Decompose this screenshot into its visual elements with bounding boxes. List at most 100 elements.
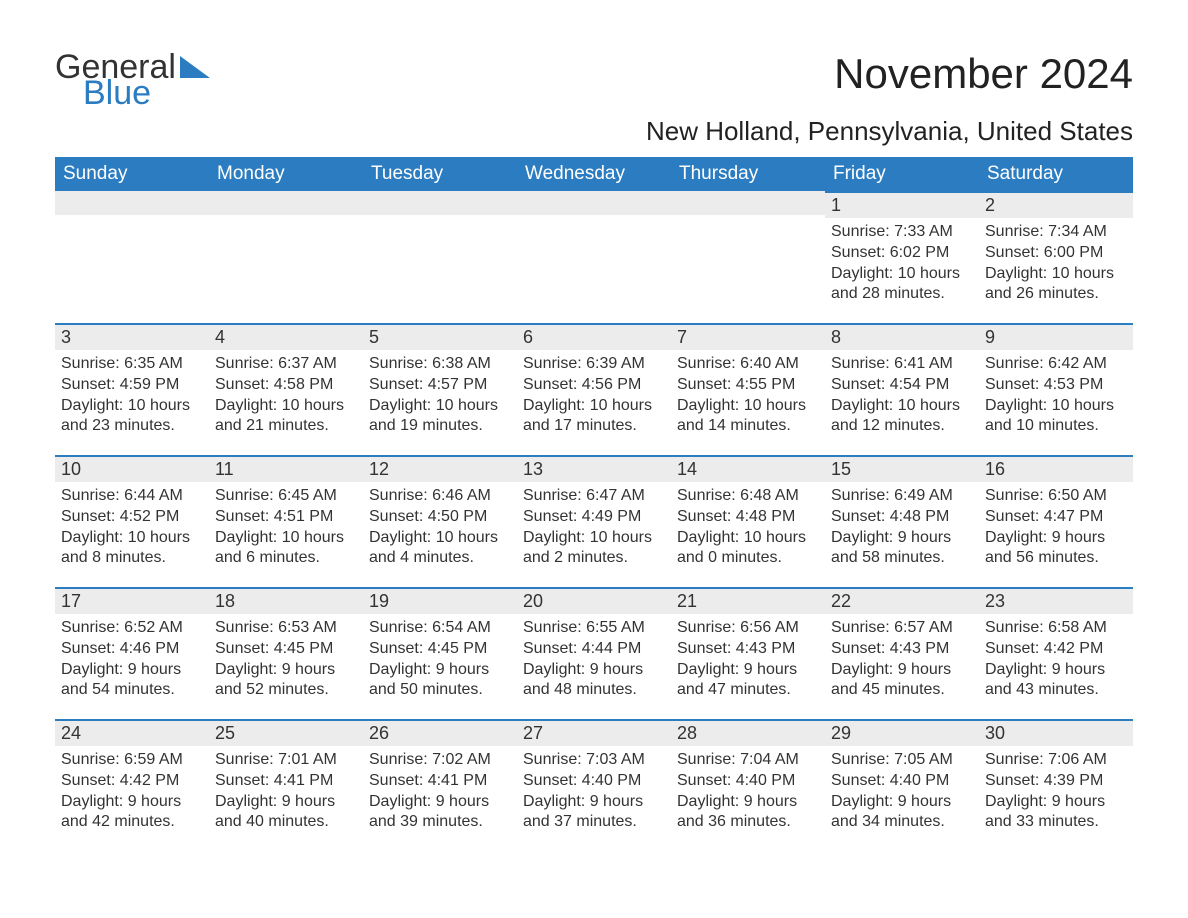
calendar-cell: 19Sunrise: 6:54 AMSunset: 4:45 PMDayligh… — [363, 587, 517, 719]
day-number: 26 — [363, 719, 517, 746]
daylight2-text: and 10 minutes. — [985, 416, 1127, 437]
day-content: Sunrise: 6:56 AMSunset: 4:43 PMDaylight:… — [671, 614, 825, 705]
sunrise-text: Sunrise: 6:55 AM — [523, 618, 665, 639]
sunrise-text: Sunrise: 7:01 AM — [215, 750, 357, 771]
day-cell: 26Sunrise: 7:02 AMSunset: 4:41 PMDayligh… — [363, 719, 517, 851]
sunset-text: Sunset: 4:56 PM — [523, 375, 665, 396]
day-content: Sunrise: 6:53 AMSunset: 4:45 PMDaylight:… — [209, 614, 363, 705]
daylight2-text: and 23 minutes. — [61, 416, 203, 437]
sunrise-text: Sunrise: 7:02 AM — [369, 750, 511, 771]
daylight1-text: Daylight: 10 hours — [523, 396, 665, 417]
daylight2-text: and 17 minutes. — [523, 416, 665, 437]
day-number: 9 — [979, 323, 1133, 350]
day-content: Sunrise: 6:44 AMSunset: 4:52 PMDaylight:… — [55, 482, 209, 573]
sunrise-text: Sunrise: 6:35 AM — [61, 354, 203, 375]
day-cell: 1Sunrise: 7:33 AMSunset: 6:02 PMDaylight… — [825, 191, 979, 323]
sunset-text: Sunset: 4:41 PM — [369, 771, 511, 792]
day-cell: 9Sunrise: 6:42 AMSunset: 4:53 PMDaylight… — [979, 323, 1133, 455]
day-content: Sunrise: 7:06 AMSunset: 4:39 PMDaylight:… — [979, 746, 1133, 837]
calendar-cell: 13Sunrise: 6:47 AMSunset: 4:49 PMDayligh… — [517, 455, 671, 587]
day-cell: 27Sunrise: 7:03 AMSunset: 4:40 PMDayligh… — [517, 719, 671, 851]
day-number: 28 — [671, 719, 825, 746]
sunrise-text: Sunrise: 6:47 AM — [523, 486, 665, 507]
sunset-text: Sunset: 4:47 PM — [985, 507, 1127, 528]
daylight1-text: Daylight: 10 hours — [523, 528, 665, 549]
day-number: 25 — [209, 719, 363, 746]
calendar-week-row: 24Sunrise: 6:59 AMSunset: 4:42 PMDayligh… — [55, 719, 1133, 851]
daylight2-text: and 43 minutes. — [985, 680, 1127, 701]
sunset-text: Sunset: 4:55 PM — [677, 375, 819, 396]
calendar-week-row: 1Sunrise: 7:33 AMSunset: 6:02 PMDaylight… — [55, 191, 1133, 323]
daylight1-text: Daylight: 10 hours — [985, 396, 1127, 417]
calendar-week-row: 3Sunrise: 6:35 AMSunset: 4:59 PMDaylight… — [55, 323, 1133, 455]
daylight1-text: Daylight: 9 hours — [985, 528, 1127, 549]
sunrise-text: Sunrise: 6:44 AM — [61, 486, 203, 507]
calendar-cell: 29Sunrise: 7:05 AMSunset: 4:40 PMDayligh… — [825, 719, 979, 851]
day-cell: 5Sunrise: 6:38 AMSunset: 4:57 PMDaylight… — [363, 323, 517, 455]
title-block: November 2024 New Holland, Pennsylvania,… — [646, 50, 1133, 147]
day-content: Sunrise: 6:57 AMSunset: 4:43 PMDaylight:… — [825, 614, 979, 705]
calendar-week-row: 17Sunrise: 6:52 AMSunset: 4:46 PMDayligh… — [55, 587, 1133, 719]
day-content: Sunrise: 6:41 AMSunset: 4:54 PMDaylight:… — [825, 350, 979, 441]
sunrise-text: Sunrise: 6:46 AM — [369, 486, 511, 507]
daylight2-text: and 28 minutes. — [831, 284, 973, 305]
daylight2-text: and 39 minutes. — [369, 812, 511, 833]
sunrise-text: Sunrise: 6:50 AM — [985, 486, 1127, 507]
sunset-text: Sunset: 4:48 PM — [677, 507, 819, 528]
calendar-cell: 8Sunrise: 6:41 AMSunset: 4:54 PMDaylight… — [825, 323, 979, 455]
daylight1-text: Daylight: 10 hours — [831, 264, 973, 285]
daylight2-text: and 34 minutes. — [831, 812, 973, 833]
day-number: 17 — [55, 587, 209, 614]
day-content: Sunrise: 6:50 AMSunset: 4:47 PMDaylight:… — [979, 482, 1133, 573]
sunset-text: Sunset: 4:41 PM — [215, 771, 357, 792]
day-number: 14 — [671, 455, 825, 482]
day-number: 24 — [55, 719, 209, 746]
calendar-cell: 11Sunrise: 6:45 AMSunset: 4:51 PMDayligh… — [209, 455, 363, 587]
day-number: 7 — [671, 323, 825, 350]
daylight1-text: Daylight: 9 hours — [215, 660, 357, 681]
sunrise-text: Sunrise: 7:06 AM — [985, 750, 1127, 771]
sunrise-text: Sunrise: 6:53 AM — [215, 618, 357, 639]
day-content: Sunrise: 6:40 AMSunset: 4:55 PMDaylight:… — [671, 350, 825, 441]
sunrise-text: Sunrise: 7:34 AM — [985, 222, 1127, 243]
sunrise-text: Sunrise: 6:39 AM — [523, 354, 665, 375]
day-cell: 30Sunrise: 7:06 AMSunset: 4:39 PMDayligh… — [979, 719, 1133, 851]
day-cell: 28Sunrise: 7:04 AMSunset: 4:40 PMDayligh… — [671, 719, 825, 851]
day-cell: 16Sunrise: 6:50 AMSunset: 4:47 PMDayligh… — [979, 455, 1133, 587]
day-number: 13 — [517, 455, 671, 482]
day-content: Sunrise: 6:55 AMSunset: 4:44 PMDaylight:… — [517, 614, 671, 705]
sunset-text: Sunset: 6:02 PM — [831, 243, 973, 264]
daylight1-text: Daylight: 10 hours — [677, 528, 819, 549]
calendar-cell: 17Sunrise: 6:52 AMSunset: 4:46 PMDayligh… — [55, 587, 209, 719]
weekday-header-row: Sunday Monday Tuesday Wednesday Thursday… — [55, 157, 1133, 191]
day-cell: 12Sunrise: 6:46 AMSunset: 4:50 PMDayligh… — [363, 455, 517, 587]
day-number: 30 — [979, 719, 1133, 746]
calendar-cell: 24Sunrise: 6:59 AMSunset: 4:42 PMDayligh… — [55, 719, 209, 851]
day-number: 29 — [825, 719, 979, 746]
daylight2-text: and 54 minutes. — [61, 680, 203, 701]
calendar-cell: 1Sunrise: 7:33 AMSunset: 6:02 PMDaylight… — [825, 191, 979, 323]
day-content: Sunrise: 6:42 AMSunset: 4:53 PMDaylight:… — [979, 350, 1133, 441]
sunrise-text: Sunrise: 6:48 AM — [677, 486, 819, 507]
day-number: 10 — [55, 455, 209, 482]
sunset-text: Sunset: 4:40 PM — [677, 771, 819, 792]
daylight2-text: and 45 minutes. — [831, 680, 973, 701]
day-cell: 10Sunrise: 6:44 AMSunset: 4:52 PMDayligh… — [55, 455, 209, 587]
weekday-header: Tuesday — [363, 157, 517, 191]
daylight2-text: and 36 minutes. — [677, 812, 819, 833]
sunset-text: Sunset: 4:59 PM — [61, 375, 203, 396]
calendar-cell: 18Sunrise: 6:53 AMSunset: 4:45 PMDayligh… — [209, 587, 363, 719]
calendar-cell: 12Sunrise: 6:46 AMSunset: 4:50 PMDayligh… — [363, 455, 517, 587]
daylight1-text: Daylight: 10 hours — [677, 396, 819, 417]
sunset-text: Sunset: 4:52 PM — [61, 507, 203, 528]
day-content: Sunrise: 6:35 AMSunset: 4:59 PMDaylight:… — [55, 350, 209, 441]
day-number: 16 — [979, 455, 1133, 482]
day-content: Sunrise: 6:46 AMSunset: 4:50 PMDaylight:… — [363, 482, 517, 573]
day-content: Sunrise: 6:37 AMSunset: 4:58 PMDaylight:… — [209, 350, 363, 441]
sunset-text: Sunset: 4:46 PM — [61, 639, 203, 660]
sunrise-text: Sunrise: 7:03 AM — [523, 750, 665, 771]
daylight1-text: Daylight: 9 hours — [369, 660, 511, 681]
sunrise-text: Sunrise: 6:57 AM — [831, 618, 973, 639]
day-content: Sunrise: 7:34 AMSunset: 6:00 PMDaylight:… — [979, 218, 1133, 309]
daylight1-text: Daylight: 9 hours — [677, 660, 819, 681]
